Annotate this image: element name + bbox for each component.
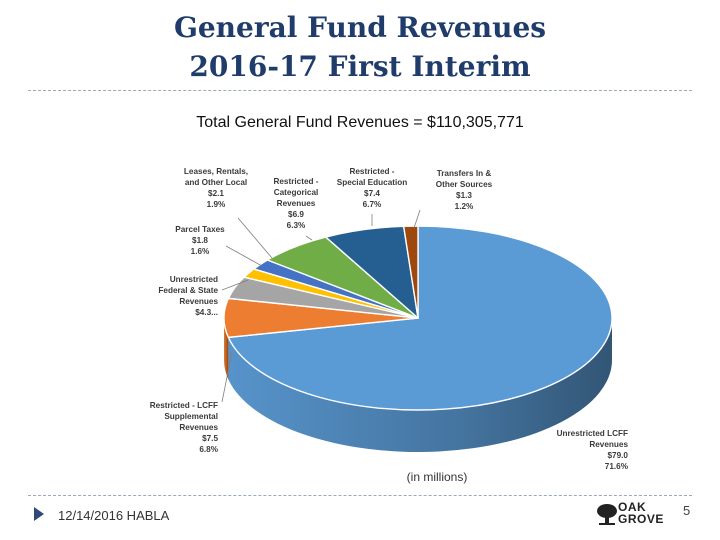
page-number: 5: [683, 503, 691, 518]
leader-line-unrestricted-federal-state-revenues: [221, 279, 249, 291]
leader-line-restricted-categorical-revenues: [305, 235, 313, 241]
slice-side-shade-unrestricted-lcff-revenues: [228, 318, 612, 453]
slice-label-line: Unrestricted: [170, 275, 218, 284]
slide-title: General Fund Revenues 2016-17 First Inte…: [0, 8, 720, 86]
units-note: (in millions): [407, 470, 468, 484]
slice-label-leases-rentals-and-other-local: Leases, Rentals, and Other Local $2.1 1.9%: [184, 167, 248, 209]
pie-sides: [224, 318, 612, 453]
slice-label-line: $1.8: [192, 236, 208, 245]
slide-title-line-1: General Fund Revenues: [173, 11, 547, 44]
footer-text: 12/14/2016 HABLA: [58, 508, 170, 523]
slice-label-line: Revenues: [277, 199, 316, 208]
slice-labels: Unrestricted LCFF Revenues $79.0 71.6% Restr…: [150, 167, 629, 471]
slice-label-line: 6.7%: [363, 200, 382, 209]
slice-label-line: Revenues: [179, 423, 218, 432]
slice-label-line: Federal & State: [158, 286, 218, 295]
slice-label-line: Transfers In &: [437, 169, 492, 178]
slice-label-line: Revenues: [179, 297, 218, 306]
slice-label-line: Revenues: [589, 440, 628, 449]
slice-label-line: Supplemental: [164, 412, 218, 421]
slice-label-line: Special Education: [337, 178, 408, 187]
slice-label-line: 1.2%: [455, 202, 474, 211]
slice-label-line: Leases, Rentals,: [184, 167, 248, 176]
slice-label-transfers-in-other-sources: Transfers In & Other Sources $1.3 1.2%: [436, 169, 493, 211]
district-logo: OAK GROVE: [596, 501, 668, 527]
leader-lines: [221, 209, 421, 403]
slice-label-line: $7.5: [202, 434, 218, 443]
slice-label-line: $4.3...: [195, 308, 218, 317]
slice-label-line: 71.6%: [605, 462, 629, 471]
slice-label-unrestricted-lcff-revenues: Unrestricted LCFF Revenues $79.0 71.6%: [557, 429, 629, 471]
slice-label-line: 1.6%: [191, 247, 210, 256]
leader-line-transfers-in-other-sources: [413, 209, 421, 229]
slice-label-line: and Other Local: [185, 178, 247, 187]
slice-label-line: Categorical: [274, 188, 319, 197]
logo-word-grove: GROVE: [618, 512, 664, 526]
slice-label-line: $1.3: [456, 191, 472, 200]
slice-label-line: $2.1: [208, 189, 224, 198]
pie-chart: Unrestricted LCFF Revenues $79.0 71.6% Restr…: [150, 167, 629, 484]
slice-label-restricted-special-education: Restricted - Special Education $7.4 6.7%: [337, 167, 408, 209]
slice-label-line: Unrestricted LCFF: [557, 429, 628, 438]
leader-line-parcel-taxes: [225, 245, 263, 267]
footer-divider: [28, 495, 692, 496]
slice-label-line: $79.0: [608, 451, 629, 460]
slice-label-line: Parcel Taxes: [175, 225, 225, 234]
slice-label-restricted-lcff-supplemental-revenues: Restricted - LCFF Supplemental Revenues $7.…: [150, 401, 219, 454]
slice-label-line: 6.3%: [287, 221, 306, 230]
slice-label-line: Restricted -: [349, 167, 394, 176]
slice-label-line: $7.4: [364, 189, 380, 198]
slide-title-line-2: 2016-17 First Interim: [189, 50, 531, 83]
leader-line-leases-rentals-and-other-local: [237, 217, 273, 259]
slice-label-restricted-categorical-revenues: Restricted - Categorical Revenues $6.9 6.3%: [273, 177, 318, 230]
slice-transfers-in-other-sources: [402, 225, 419, 319]
oak-tree-icon: [597, 504, 617, 525]
slice-label-line: Other Sources: [436, 180, 493, 189]
footer-bullet-icon: [34, 507, 44, 521]
logo-word-oak: OAK: [618, 500, 647, 514]
slice-label-unrestricted-federal-state-revenues: Unrestricted Federal & State Revenues $4.3.…: [158, 275, 218, 317]
leader-line-restricted-lcff-supplemental-revenues: [221, 351, 233, 403]
title-divider: [28, 90, 692, 91]
slice-label-line: Restricted - LCFF: [150, 401, 218, 410]
slice-unrestricted-lcff-revenues: [227, 225, 613, 411]
slice-label-line: 6.8%: [199, 445, 218, 454]
slice-label-line: Restricted -: [273, 177, 318, 186]
slice-label-parcel-taxes: Parcel Taxes $1.8 1.6%: [175, 225, 225, 256]
slice-side-shade-restricted-lcff-supplemental-revenues: [224, 318, 229, 380]
slice-label-line: 1.9%: [207, 200, 226, 209]
pie-slices: [223, 225, 613, 411]
slice-label-line: $6.9: [288, 210, 304, 219]
chart-title: Total General Fund Revenues = $110,305,7…: [196, 114, 524, 131]
